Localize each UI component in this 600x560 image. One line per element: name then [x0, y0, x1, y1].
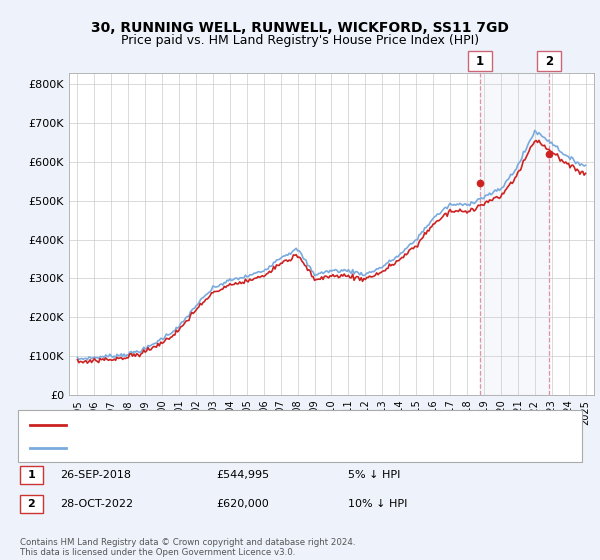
Text: Price paid vs. HM Land Registry's House Price Index (HPI): Price paid vs. HM Land Registry's House …	[121, 34, 479, 48]
Text: 26-SEP-2018: 26-SEP-2018	[60, 470, 131, 480]
Text: 30, RUNNING WELL, RUNWELL, WICKFORD, SS11 7GD: 30, RUNNING WELL, RUNWELL, WICKFORD, SS1…	[91, 21, 509, 35]
Text: 2: 2	[545, 54, 553, 68]
Bar	[479, 73, 549, 395]
Text: 1: 1	[475, 54, 484, 68]
Text: £620,000: £620,000	[216, 499, 269, 509]
Text: 1: 1	[28, 470, 35, 480]
Text: £544,995: £544,995	[216, 470, 269, 480]
Text: 5% ↓ HPI: 5% ↓ HPI	[348, 470, 400, 480]
Text: 10% ↓ HPI: 10% ↓ HPI	[348, 499, 407, 509]
Text: 30, RUNNING WELL, RUNWELL, WICKFORD, SS11 7GD (detached house): 30, RUNNING WELL, RUNWELL, WICKFORD, SS1…	[75, 420, 434, 430]
Text: HPI: Average price, detached house, Chelmsford: HPI: Average price, detached house, Chel…	[75, 442, 317, 452]
Text: 2: 2	[28, 499, 35, 509]
Text: Contains HM Land Registry data © Crown copyright and database right 2024.
This d: Contains HM Land Registry data © Crown c…	[20, 538, 355, 557]
Text: 28-OCT-2022: 28-OCT-2022	[60, 499, 133, 509]
